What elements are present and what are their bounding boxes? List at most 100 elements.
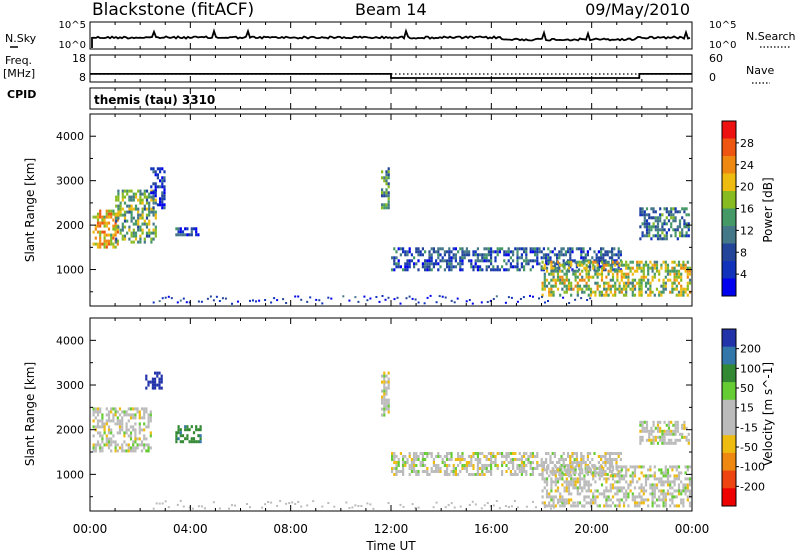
data-cell <box>439 265 442 269</box>
data-cell <box>117 204 120 208</box>
data-cell <box>654 426 657 430</box>
data-cell <box>297 500 300 503</box>
data-cell <box>123 219 127 223</box>
data-cell <box>569 253 572 257</box>
data-cell <box>516 247 519 251</box>
data-cell <box>603 284 606 288</box>
data-cell <box>625 260 628 264</box>
data-cell <box>459 268 462 272</box>
data-cell <box>96 245 100 249</box>
data-cell <box>393 256 396 260</box>
data-cell <box>150 198 153 202</box>
data-cell <box>197 505 200 508</box>
data-cell <box>531 259 534 263</box>
data-cell <box>538 297 540 300</box>
data-cell <box>503 268 506 272</box>
data-cell <box>117 198 120 202</box>
data-cell <box>395 262 398 266</box>
data-cell <box>672 213 675 217</box>
data-cell <box>583 480 586 484</box>
data-cell <box>664 468 667 472</box>
data-cell <box>686 489 689 493</box>
data-cell <box>675 284 678 288</box>
data-cell <box>688 266 692 270</box>
data-cell <box>139 228 142 232</box>
data-cell <box>399 265 402 269</box>
data-cell <box>121 192 124 196</box>
data-cell <box>636 501 639 505</box>
data-cell <box>652 423 655 427</box>
data-cell <box>540 458 543 461</box>
data-cell <box>138 413 141 417</box>
data-cell <box>101 422 104 426</box>
data-cell <box>479 467 482 470</box>
data-cell <box>583 486 586 490</box>
data-cell <box>680 263 683 267</box>
data-cell <box>675 495 678 499</box>
data-cell <box>541 474 544 478</box>
data-cell <box>132 413 135 417</box>
data-cell <box>430 253 433 257</box>
data-cell <box>671 284 674 288</box>
data-cell <box>490 256 493 260</box>
data-cell <box>514 452 517 455</box>
data-cell <box>559 477 562 481</box>
data-cell <box>641 234 644 238</box>
data-cell <box>608 461 611 464</box>
data-cell <box>461 455 464 458</box>
data-cell <box>627 483 630 487</box>
data-cell <box>627 495 630 499</box>
data-cell <box>408 455 411 458</box>
data-cell <box>647 498 650 502</box>
data-cell <box>505 455 508 458</box>
data-cell <box>130 204 133 208</box>
data-cell <box>110 437 113 441</box>
data-cell <box>585 501 588 505</box>
data-cell <box>578 284 582 288</box>
data-cell <box>450 259 453 263</box>
data-cell <box>441 461 444 464</box>
data-cell <box>96 410 100 414</box>
data-cell <box>199 434 202 438</box>
data-cell <box>627 281 630 285</box>
data-cell <box>564 253 567 257</box>
data-cell <box>148 222 151 226</box>
data-cell <box>578 272 582 276</box>
data-cell <box>666 483 670 487</box>
data-cell <box>589 287 593 291</box>
data-cell <box>666 269 670 273</box>
data-cell <box>121 410 124 414</box>
data-cell <box>680 489 683 493</box>
data-cell <box>614 293 617 297</box>
nave-tick-high: 60 <box>709 52 723 65</box>
data-cell <box>514 473 517 476</box>
data-cell <box>556 468 560 472</box>
data-cell <box>672 216 675 220</box>
data-cell <box>641 222 644 226</box>
data-cell <box>463 467 466 470</box>
data-cell <box>651 290 654 294</box>
data-cell <box>92 242 95 246</box>
data-cell <box>640 260 643 264</box>
data-cell <box>605 275 608 279</box>
data-cell <box>553 247 556 251</box>
data-cell <box>631 284 634 288</box>
data-cell <box>545 471 549 475</box>
data-cell <box>584 259 587 263</box>
data-cell <box>664 474 667 478</box>
data-cell <box>606 467 609 470</box>
data-cell <box>614 269 617 273</box>
data-cell <box>195 428 198 432</box>
data-cell <box>134 207 138 211</box>
data-cell <box>616 465 619 469</box>
power-colorbar-label: Power [dB] <box>761 177 775 242</box>
data-cell <box>670 441 673 445</box>
data-cell <box>578 501 582 505</box>
data-cell <box>580 247 583 251</box>
data-cell <box>505 262 508 266</box>
data-cell <box>143 195 146 199</box>
data-cell <box>570 263 573 267</box>
data-cell <box>563 266 566 270</box>
data-cell <box>625 290 628 294</box>
data-cell <box>607 281 610 285</box>
